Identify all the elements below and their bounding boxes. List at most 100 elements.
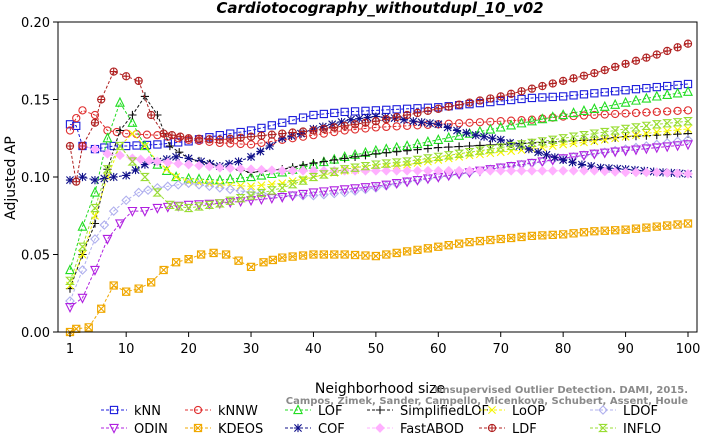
- point-ldf: [549, 79, 557, 88]
- point-knnw: [90, 110, 100, 120]
- point-loop: [569, 139, 578, 148]
- point-kdeos: [259, 258, 268, 267]
- point-lof: [526, 115, 537, 126]
- point-kdeos: [517, 232, 526, 242]
- point-inflo: [412, 155, 423, 165]
- watermark-line-1: Unsupervised Outlier Detection. DAMI, 20…: [434, 385, 688, 396]
- point-simplifiedlof: [382, 148, 391, 157]
- point-knnw: [621, 109, 630, 118]
- point-lof: [256, 169, 267, 180]
- point-knn: [548, 92, 557, 102]
- x-axis-label: Neighborhood size: [315, 381, 445, 397]
- point-lof: [495, 121, 506, 132]
- point-fastabod: [495, 165, 506, 176]
- point-ldf: [465, 99, 474, 107]
- point-knn: [100, 143, 109, 152]
- point-fastabod: [204, 161, 215, 172]
- point-ldf: [298, 127, 308, 136]
- point-odin: [651, 143, 662, 154]
- point-simplifiedlof: [548, 137, 557, 146]
- point-loop: [90, 211, 99, 220]
- point-fastabod: [214, 162, 225, 173]
- point-odin: [620, 146, 631, 157]
- point-lof: [161, 164, 172, 175]
- point-knnw: [673, 106, 682, 116]
- point-ldf: [476, 96, 484, 105]
- point-lof: [127, 116, 138, 127]
- point-odin: [114, 219, 125, 230]
- point-fastabod: [558, 165, 569, 176]
- point-odin: [630, 145, 641, 156]
- point-ldf: [424, 107, 432, 115]
- point-cof: [462, 128, 471, 137]
- legend-entry-kdeos: KDEOS: [185, 422, 263, 434]
- point-inflo: [225, 196, 236, 205]
- point-inflo: [370, 160, 381, 169]
- point-fastabod: [589, 165, 600, 176]
- point-loop: [247, 182, 256, 191]
- point-fastabod: [620, 167, 631, 178]
- point-kdeos: [84, 323, 93, 332]
- point-loop: [579, 138, 588, 147]
- point-ldof: [143, 185, 153, 196]
- point-ldf: [683, 39, 693, 48]
- point-ldf: [65, 141, 75, 151]
- point-fastabod: [641, 167, 652, 178]
- legend-entry-odin: ODIN: [101, 422, 168, 434]
- point-kdeos: [340, 250, 349, 259]
- point-lof: [568, 107, 579, 118]
- point-kdeos: [642, 223, 651, 232]
- point-inflo: [183, 203, 194, 213]
- point-knn: [527, 93, 537, 103]
- x-tick-label: 50: [368, 342, 385, 357]
- series-kdeos: [65, 219, 693, 337]
- point-lof: [139, 140, 150, 151]
- point-inflo: [672, 118, 683, 127]
- legend-marker: [375, 405, 385, 415]
- point-cof: [452, 126, 462, 135]
- point-inflo: [256, 188, 267, 198]
- point-odin: [152, 203, 163, 214]
- point-ldf: [147, 110, 156, 120]
- point-ldf: [642, 54, 650, 62]
- legend-label: LDF: [512, 422, 537, 434]
- point-ldf: [340, 121, 349, 130]
- point-odin: [672, 141, 683, 152]
- point-odin: [506, 162, 517, 172]
- point-inflo: [164, 200, 175, 210]
- point-knn: [340, 107, 349, 117]
- point-ldf: [403, 111, 411, 119]
- point-kdeos: [278, 253, 287, 262]
- point-fastabod: [683, 169, 693, 179]
- point-knnw: [78, 106, 87, 115]
- point-fastabod: [225, 163, 236, 174]
- point-inflo: [77, 242, 88, 251]
- point-knn: [350, 107, 360, 116]
- point-simplifiedlof: [319, 157, 328, 166]
- point-ldf: [122, 72, 131, 81]
- point-inflo: [558, 134, 569, 143]
- point-ldf: [538, 82, 546, 90]
- point-simplifiedlof: [309, 158, 318, 168]
- series-inflo: [65, 117, 693, 285]
- legend-marker: [487, 423, 497, 433]
- point-ldf: [455, 101, 463, 109]
- point-cof: [443, 123, 452, 132]
- point-knnw: [413, 121, 422, 130]
- point-odin: [339, 185, 350, 196]
- point-fastabod: [412, 165, 423, 176]
- point-odin: [683, 140, 693, 151]
- point-fastabod: [433, 165, 444, 176]
- point-inflo: [152, 188, 163, 197]
- point-kdeos: [122, 287, 131, 296]
- point-simplifiedlof: [455, 142, 464, 151]
- point-kdeos: [330, 250, 339, 259]
- point-ldf: [205, 135, 214, 144]
- point-cof: [296, 129, 306, 138]
- point-ldf: [569, 74, 578, 82]
- point-fastabod: [298, 165, 308, 176]
- legend-marker: [488, 406, 496, 414]
- point-cof: [122, 171, 131, 180]
- point-fastabod: [464, 165, 475, 176]
- point-lof: [578, 105, 589, 116]
